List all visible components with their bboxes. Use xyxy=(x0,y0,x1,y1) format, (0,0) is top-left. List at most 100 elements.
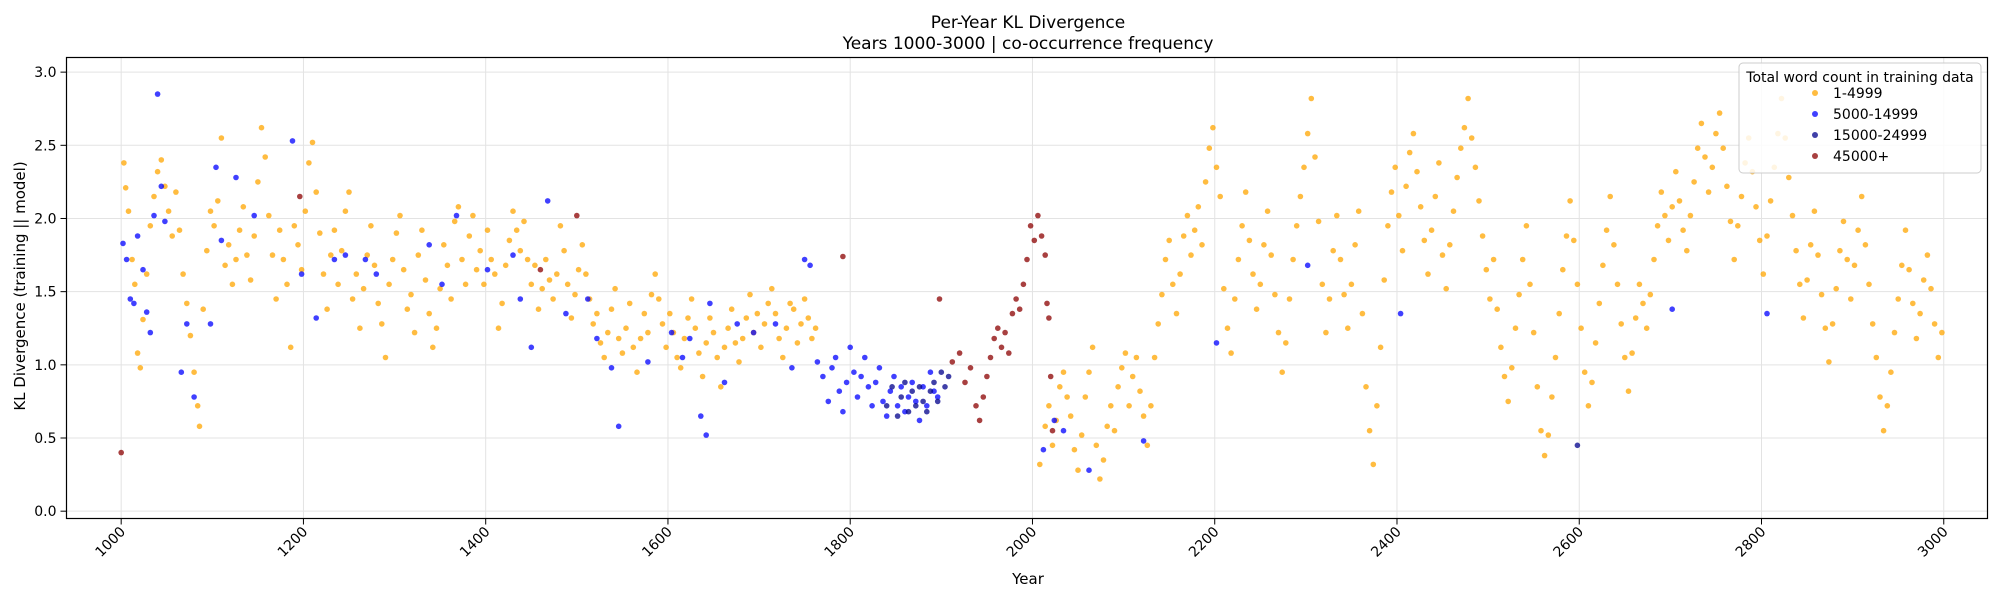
data-point xyxy=(1432,193,1439,200)
data-point xyxy=(1505,398,1511,405)
data-point xyxy=(1691,179,1697,185)
data-point xyxy=(1512,325,1519,332)
data-point xyxy=(1348,281,1355,288)
data-point xyxy=(1527,281,1533,288)
data-point xyxy=(615,423,622,430)
data-point xyxy=(836,388,843,395)
data-point xyxy=(707,315,713,321)
data-point xyxy=(276,227,283,233)
data-point xyxy=(805,315,812,321)
data-point xyxy=(1665,237,1672,244)
data-point xyxy=(1589,379,1595,386)
data-point xyxy=(648,291,655,298)
data-point xyxy=(1760,271,1767,277)
data-point xyxy=(298,266,305,273)
data-point xyxy=(1541,452,1548,459)
data-point xyxy=(1086,369,1092,376)
data-point xyxy=(342,208,349,214)
data-point xyxy=(1334,212,1340,219)
data-point xyxy=(840,253,846,260)
data-point xyxy=(1436,160,1442,166)
data-point xyxy=(887,388,894,395)
data-point xyxy=(1089,344,1096,351)
data-point xyxy=(1574,442,1581,449)
data-point xyxy=(1797,281,1803,288)
data-point xyxy=(809,335,815,342)
data-point xyxy=(789,365,795,371)
data-point xyxy=(1848,296,1854,302)
data-point xyxy=(287,344,294,351)
data-point xyxy=(637,335,644,342)
data-point xyxy=(721,379,728,386)
data-point xyxy=(1159,291,1165,298)
data-point xyxy=(728,306,735,313)
data-point xyxy=(574,212,580,219)
data-point xyxy=(1326,296,1333,302)
data-point xyxy=(967,365,974,371)
data-point xyxy=(865,384,872,390)
data-point xyxy=(426,310,433,317)
data-point xyxy=(1191,227,1198,233)
data-point xyxy=(1910,300,1916,307)
data-point xyxy=(608,365,615,371)
data-point xyxy=(1866,281,1872,288)
data-point xyxy=(1596,300,1603,307)
data-point xyxy=(284,281,290,288)
data-point xyxy=(1454,174,1460,181)
data-point xyxy=(121,160,127,166)
data-point xyxy=(1046,315,1052,321)
data-point xyxy=(1472,164,1479,171)
data-point xyxy=(191,369,197,376)
data-point xyxy=(492,271,498,277)
data-point xyxy=(685,315,691,321)
data-point xyxy=(794,340,801,346)
data-point xyxy=(585,296,591,302)
y-axis-ticks: 0.0 0.5 1.0 1.5 2.0 2.5 3.0 xyxy=(34,65,67,520)
data-point xyxy=(916,384,923,390)
data-point xyxy=(1581,369,1588,376)
data-point xyxy=(909,379,915,386)
data-point xyxy=(258,124,265,131)
data-point xyxy=(1283,340,1289,346)
data-point xyxy=(962,379,968,386)
data-point xyxy=(1206,145,1213,151)
data-point xyxy=(1355,208,1362,214)
data-point xyxy=(1888,369,1894,376)
data-point xyxy=(765,300,771,307)
data-point xyxy=(1100,457,1107,463)
data-point xyxy=(1920,277,1927,283)
data-point xyxy=(448,296,454,302)
data-point xyxy=(1669,204,1675,210)
legend-box xyxy=(1738,62,1982,174)
data-point xyxy=(306,160,312,166)
data-point xyxy=(1049,427,1056,434)
data-point xyxy=(1443,285,1449,292)
x-tick-label: 2600 xyxy=(1551,524,1588,561)
data-point xyxy=(696,350,702,356)
data-point xyxy=(1811,208,1818,214)
data-point xyxy=(194,403,201,409)
data-point xyxy=(772,321,779,327)
data-point xyxy=(1829,321,1836,327)
data-point xyxy=(924,403,930,409)
data-point xyxy=(535,306,542,313)
y-tick-label: 3.0 xyxy=(34,65,56,81)
data-point xyxy=(291,223,298,229)
data-point xyxy=(537,266,544,273)
data-point xyxy=(945,373,952,380)
data-point xyxy=(1906,266,1912,273)
data-point xyxy=(840,408,846,415)
data-point xyxy=(1166,237,1172,244)
data-point xyxy=(554,271,560,277)
data-point xyxy=(1071,446,1078,453)
data-point xyxy=(1614,281,1621,288)
data-point xyxy=(1162,256,1169,263)
x-tick-label: 3000 xyxy=(1915,524,1952,561)
data-point xyxy=(1268,252,1274,258)
data-point xyxy=(1804,277,1810,283)
data-point xyxy=(938,369,945,376)
data-point xyxy=(132,281,138,288)
data-point xyxy=(1516,291,1522,298)
data-point xyxy=(131,300,137,307)
data-point xyxy=(807,262,813,269)
